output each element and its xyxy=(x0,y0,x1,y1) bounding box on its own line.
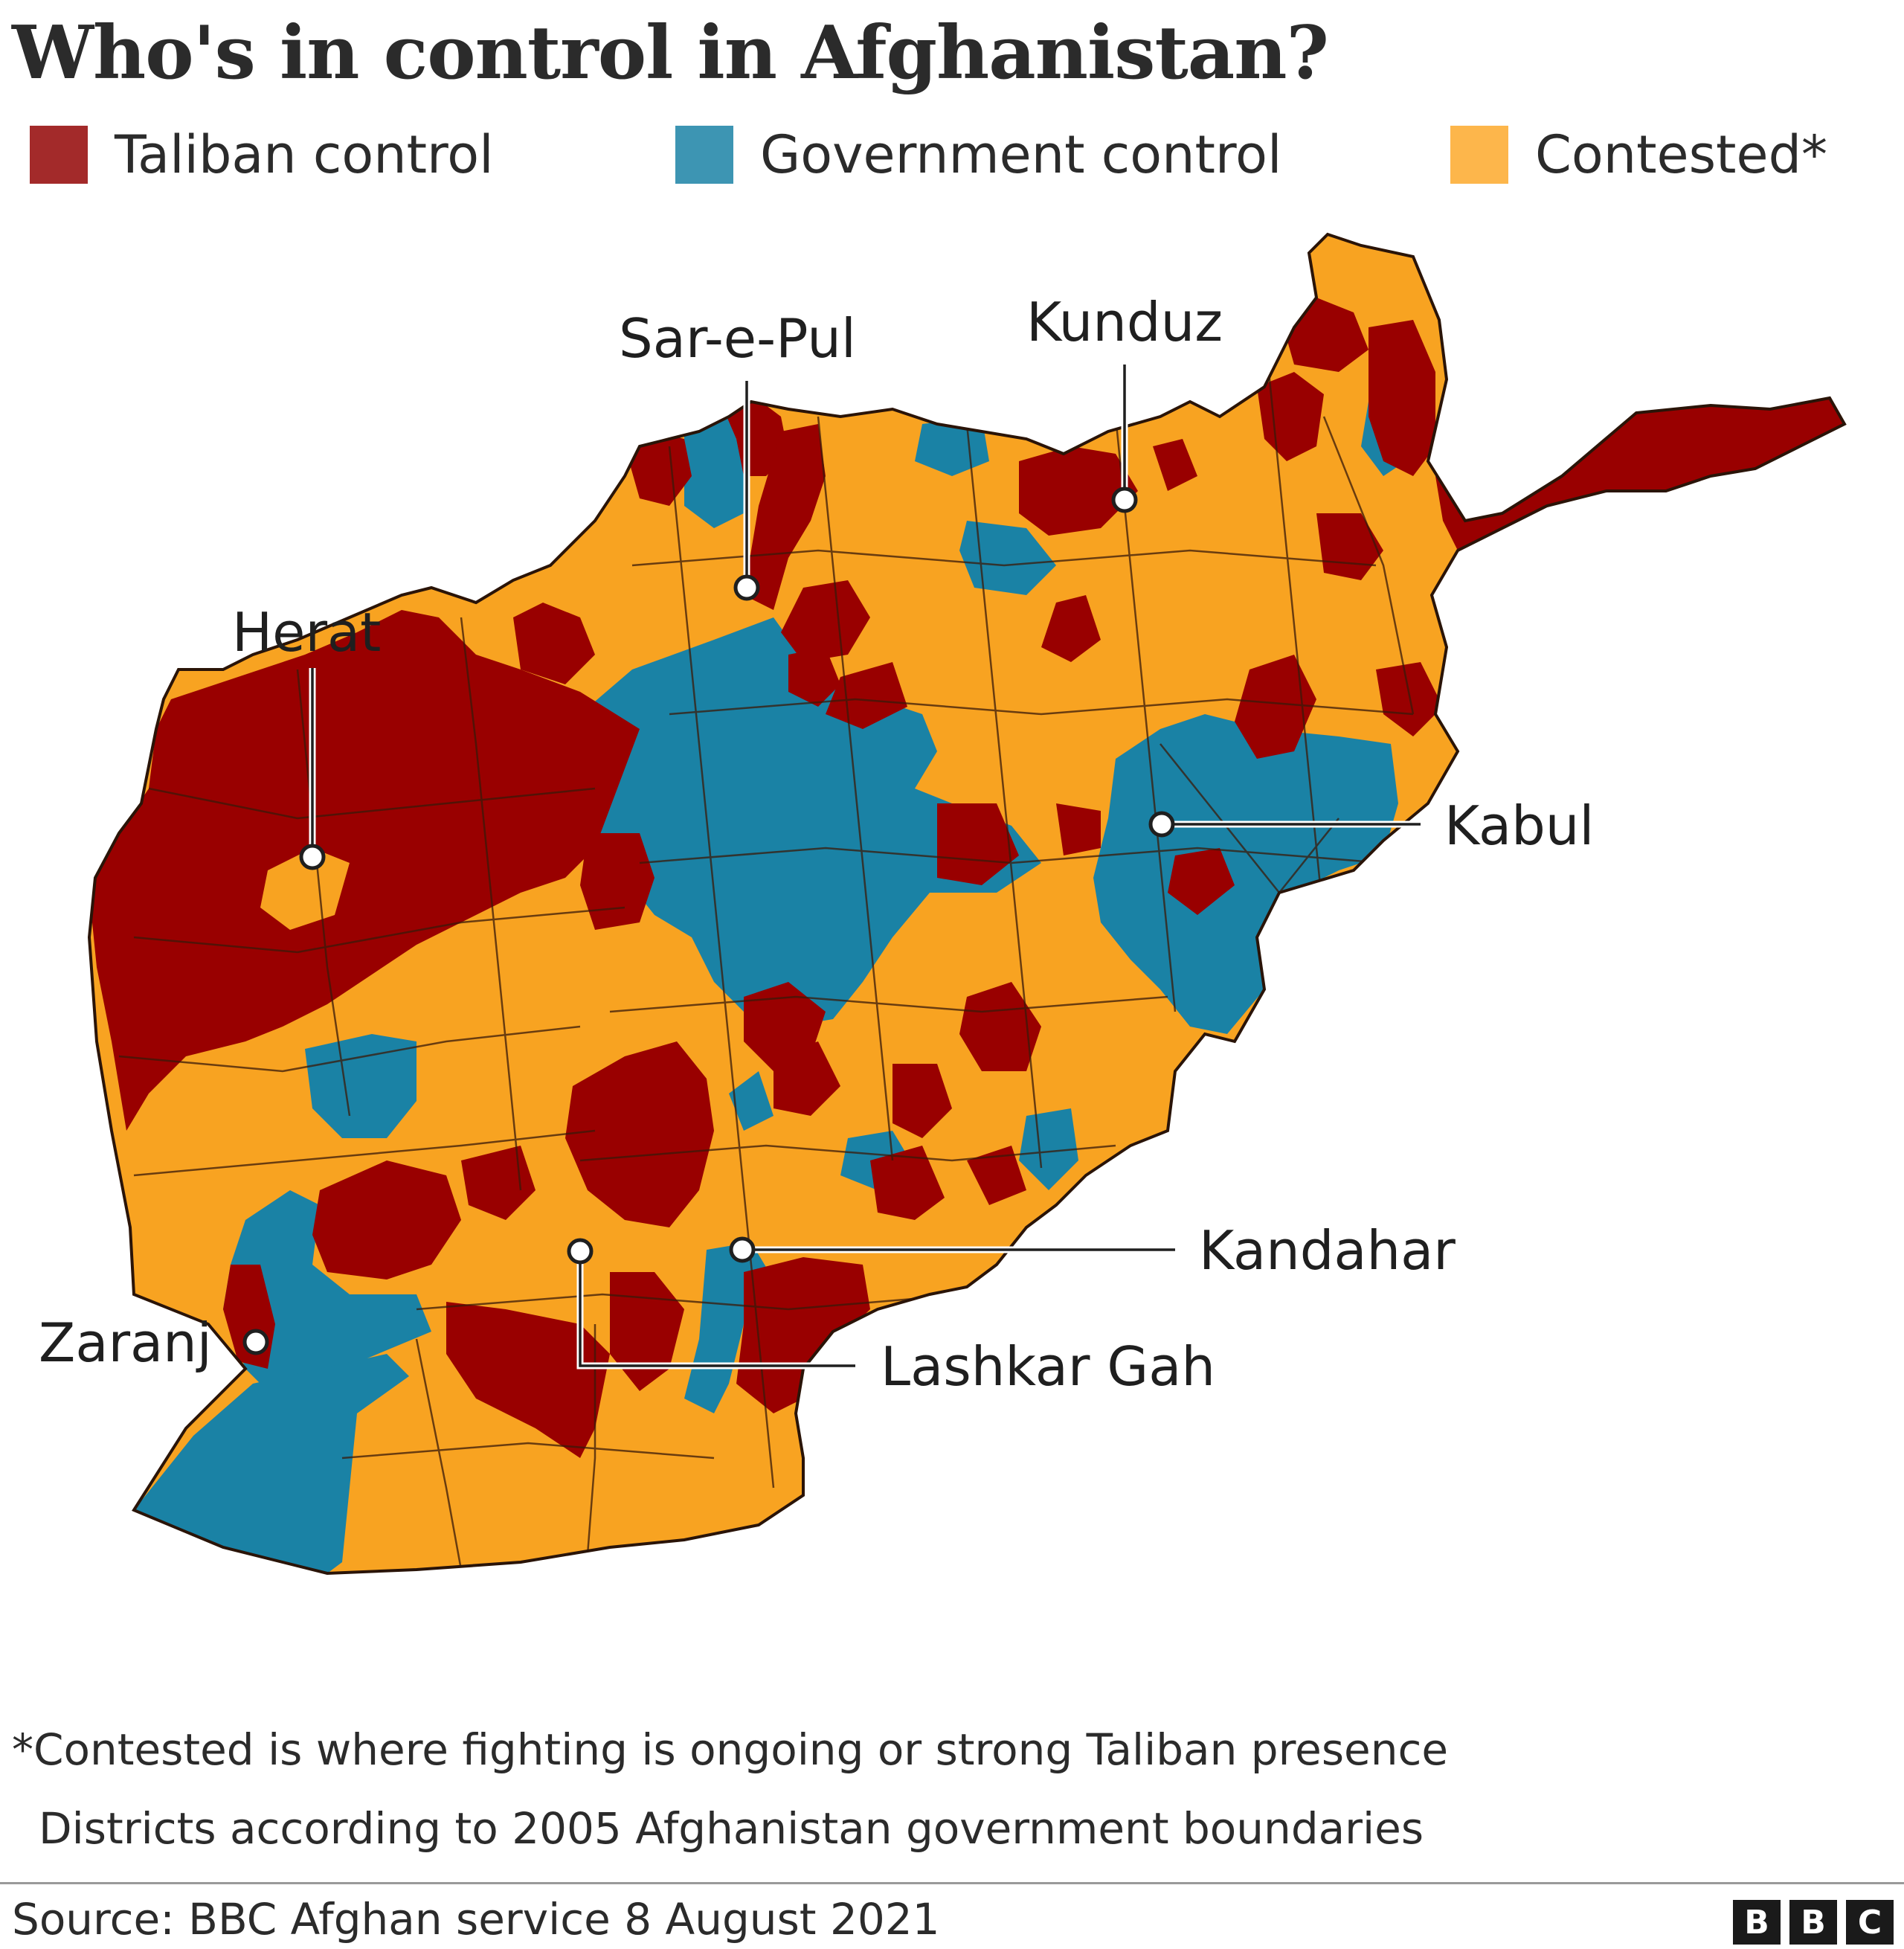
boundary-line xyxy=(669,698,1414,716)
district-boundaries xyxy=(118,327,1415,1570)
bbc-logo-block: B xyxy=(1789,1900,1837,1945)
city-label-kabul: Kabul xyxy=(1444,794,1594,857)
taliban-region-wakhan xyxy=(1435,398,1844,550)
bbc-logo-block: B xyxy=(1733,1900,1781,1945)
taliban-region-balkh xyxy=(781,580,870,662)
footer-divider xyxy=(0,1882,1904,1884)
government-region-ghazni xyxy=(729,1071,774,1131)
taliban-region-zabul xyxy=(892,1064,952,1138)
leader-line-lashkargah xyxy=(579,1251,855,1367)
city-markers xyxy=(242,487,1175,1355)
taliban-region-badakhshan-4 xyxy=(1316,513,1383,580)
legend-item-contested: Contested* xyxy=(1450,124,1827,185)
government-region-farah xyxy=(305,1034,416,1138)
taliban-region-badakhshan-2 xyxy=(1368,320,1435,476)
taliban-region-farah-east xyxy=(461,1146,536,1220)
government-region-zabul xyxy=(1019,1108,1078,1190)
taliban-region-kandahar-east xyxy=(870,1146,945,1220)
city-label-lashkargah: Lashkar Gah xyxy=(881,1335,1215,1398)
taliban-region-farah xyxy=(312,1160,461,1279)
taliban-region-ghor xyxy=(937,803,1019,885)
city-label-herat: Herat xyxy=(232,601,381,664)
taliban-region-logar xyxy=(1168,848,1235,915)
legend-label-contested: Contested* xyxy=(1535,124,1827,185)
bbc-logo: B B C xyxy=(1733,1900,1894,1945)
boundary-line xyxy=(415,1338,463,1570)
taliban-region-helmand-north xyxy=(565,1041,714,1227)
taliban-region-daykundi xyxy=(580,833,654,930)
government-region-north-3 xyxy=(959,521,1056,595)
taliban-region-kunduz xyxy=(1019,446,1138,536)
government-region-southwest xyxy=(134,1354,409,1573)
boundary-line xyxy=(133,906,625,954)
boundary-line xyxy=(817,416,894,1161)
legend-swatch-government xyxy=(675,126,733,184)
legend-item-taliban: Taliban control xyxy=(30,124,494,185)
boundary-line xyxy=(148,787,596,820)
city-marker-kunduz xyxy=(1111,487,1138,513)
city-marker-lashkargah xyxy=(567,1238,594,1265)
government-region-north-1 xyxy=(684,417,744,528)
boundary-line xyxy=(668,446,775,1489)
city-label-kandahar: Kandahar xyxy=(1199,1219,1456,1282)
boundary-line xyxy=(609,995,1168,1013)
city-marker-sarepul xyxy=(733,574,760,601)
boundary-line xyxy=(579,1144,1116,1162)
city-label-zaranj: Zaranj xyxy=(39,1311,212,1374)
taliban-region-badghis xyxy=(513,603,595,684)
taliban-region-wardak xyxy=(1056,803,1101,855)
boundary-line xyxy=(1322,416,1415,715)
boundary-line xyxy=(133,1129,596,1177)
legend-swatch-contested xyxy=(1450,126,1508,184)
footnote-contested: *Contested is where fighting is ongoing … xyxy=(12,1724,1449,1775)
boundary-line xyxy=(1160,743,1339,895)
taliban-region-west xyxy=(89,610,640,1131)
taliban-region-helmand-south xyxy=(446,1302,610,1458)
afghanistan-map: Herat Sar-e-Pul Kunduz Kabul Kandahar La… xyxy=(39,232,1847,1576)
taliban-region-samangan xyxy=(826,662,907,729)
government-region-nimroz xyxy=(223,1190,431,1406)
country-outline xyxy=(87,232,1847,1576)
taliban-region-nuristan xyxy=(1235,655,1316,759)
taliban-region-sarepul xyxy=(744,424,826,610)
legend-label-government: Government control xyxy=(760,124,1282,185)
taliban-region-takhar xyxy=(1153,439,1197,491)
government-region-central xyxy=(573,617,1041,1027)
taliban-region-badakhshan-3 xyxy=(1257,372,1324,461)
boundary-line xyxy=(639,847,1384,864)
city-marker-zaranj xyxy=(242,1329,269,1355)
city-marker-kandahar xyxy=(729,1236,756,1263)
boundary-line xyxy=(416,1293,968,1311)
boundary-line xyxy=(1114,416,1177,1012)
boundary-line xyxy=(631,549,1377,567)
page-title: Who's in control in Afghanistan? xyxy=(12,10,1329,96)
legend-label-taliban: Taliban control xyxy=(115,124,494,185)
taliban-region-paktika xyxy=(967,1146,1026,1205)
boundary-line xyxy=(296,669,351,1117)
city-label-kunduz: Kunduz xyxy=(1026,291,1223,353)
taliban-region-uruzgan xyxy=(774,1041,840,1116)
source-credit: Source: BBC Afghan service 8 August 2021 xyxy=(12,1894,940,1945)
legend-item-government: Government control xyxy=(675,124,1282,185)
district-regions xyxy=(89,234,1844,1573)
leader-lines xyxy=(311,365,1421,1367)
boundary-line xyxy=(118,1025,581,1073)
boundary-line xyxy=(965,423,1043,1169)
boundary-line xyxy=(341,1442,715,1460)
taliban-region-kandahar xyxy=(736,1257,870,1413)
taliban-region-faryab xyxy=(625,431,692,506)
footnote-boundaries: Districts according to 2005 Afghanistan … xyxy=(39,1803,1424,1854)
city-marker-kabul xyxy=(1148,811,1175,838)
bbc-logo-block: C xyxy=(1846,1900,1894,1945)
taliban-region-bamyan xyxy=(788,647,840,707)
taliban-region-ghazni xyxy=(959,982,1041,1071)
city-marker-herat xyxy=(299,844,326,870)
taliban-region-helmand-mid xyxy=(610,1272,684,1391)
taliban-region-herat-pocket xyxy=(260,848,350,930)
boundary-line xyxy=(460,617,522,1191)
government-region-east-border xyxy=(1264,878,1339,960)
taliban-region-baghlan xyxy=(1041,595,1101,662)
legend-swatch-taliban xyxy=(30,126,88,184)
city-label-sarepul: Sar-e-Pul xyxy=(619,307,856,370)
